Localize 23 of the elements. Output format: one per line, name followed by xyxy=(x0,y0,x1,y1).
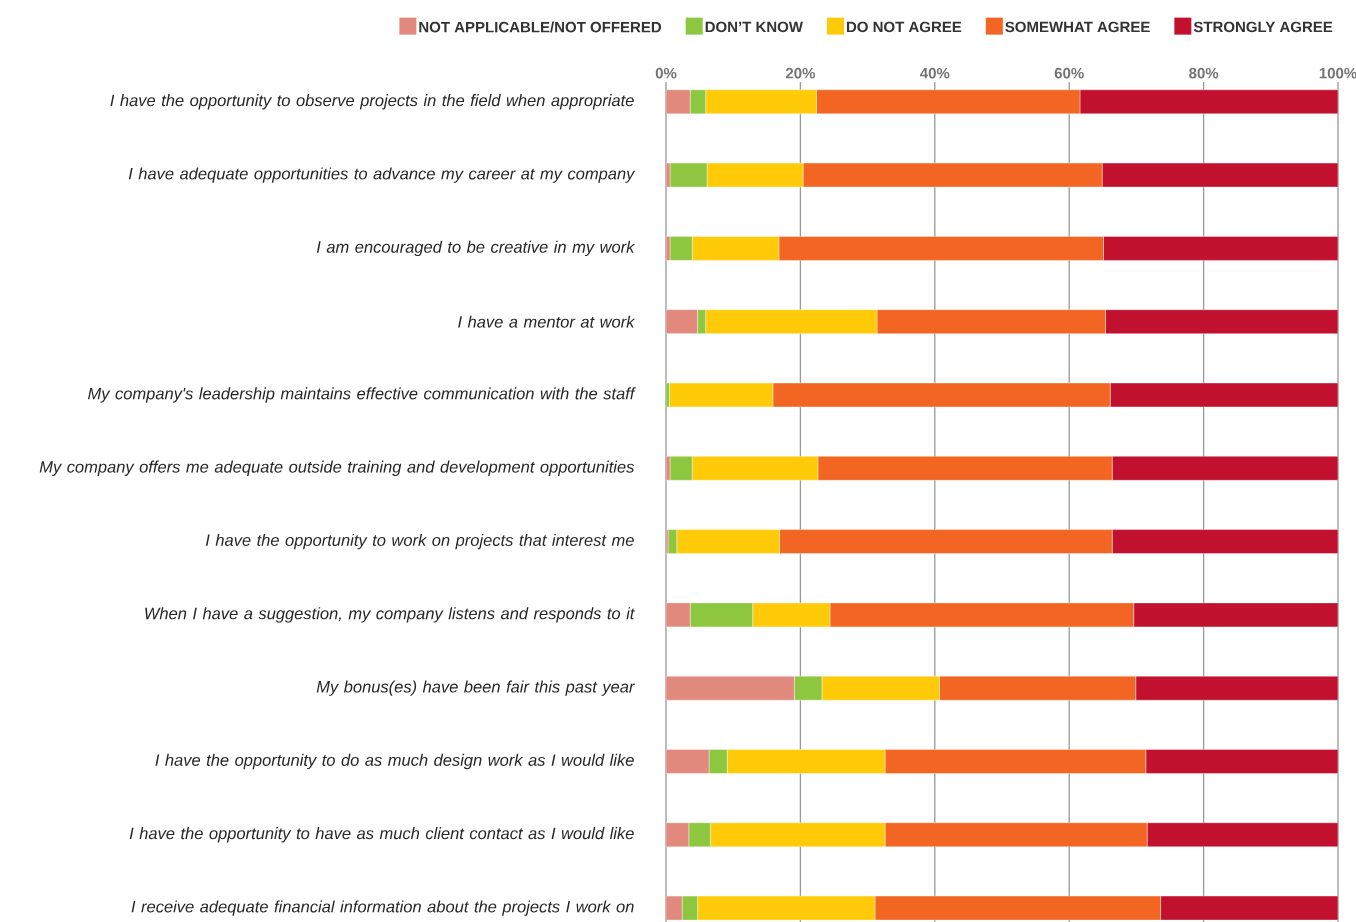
x-tick-label: 0% xyxy=(655,67,677,79)
y-tick-label: I have adequate opportunities to advance my career at my company xyxy=(128,167,636,183)
legend-label: SOMEWHAT AGREE xyxy=(1005,21,1150,33)
y-tick-label: I receive adequate financial information about the projects I work on xyxy=(131,900,634,916)
x-tick-label: 100% xyxy=(1319,67,1356,79)
y-tick-label: I have the opportunity to observe projects in the field when appropriate xyxy=(110,94,634,110)
x-tick-label: 80% xyxy=(1189,67,1219,79)
y-tick-label: I have a mentor at work xyxy=(458,315,636,328)
y-tick-label: My company's leadership maintains effective communication with the staff xyxy=(88,387,636,403)
y-tick-label: I have the opportunity to work on projects that interest me xyxy=(205,533,634,550)
legend-label: NOT APPLICABLE/NOT OFFERED xyxy=(419,21,662,33)
x-tick-label: 40% xyxy=(920,67,950,79)
x-tick-label: 60% xyxy=(1054,67,1084,79)
y-tick-label: My company offers me adequate outside training and development opportunities xyxy=(39,460,635,476)
y-tick-label: I am encouraged to be creative in my work xyxy=(316,240,636,257)
y-tick-label: I have the opportunity to do as much design work as I would like xyxy=(155,753,634,770)
legend-label: STRONGLY AGREE xyxy=(1193,21,1333,33)
y-tick-label: When I have a suggestion, my company listens and responds to it xyxy=(145,607,635,623)
legend-label: DON’T KNOW xyxy=(705,21,803,33)
x-tick-label: 20% xyxy=(785,67,816,79)
y-tick-label: My bonus(es) have been fair this past year xyxy=(316,680,635,696)
legend-label: DO NOT AGREE xyxy=(846,21,962,33)
y-tick-label: I have the opportunity to have as much client contact as I would like xyxy=(129,827,634,843)
